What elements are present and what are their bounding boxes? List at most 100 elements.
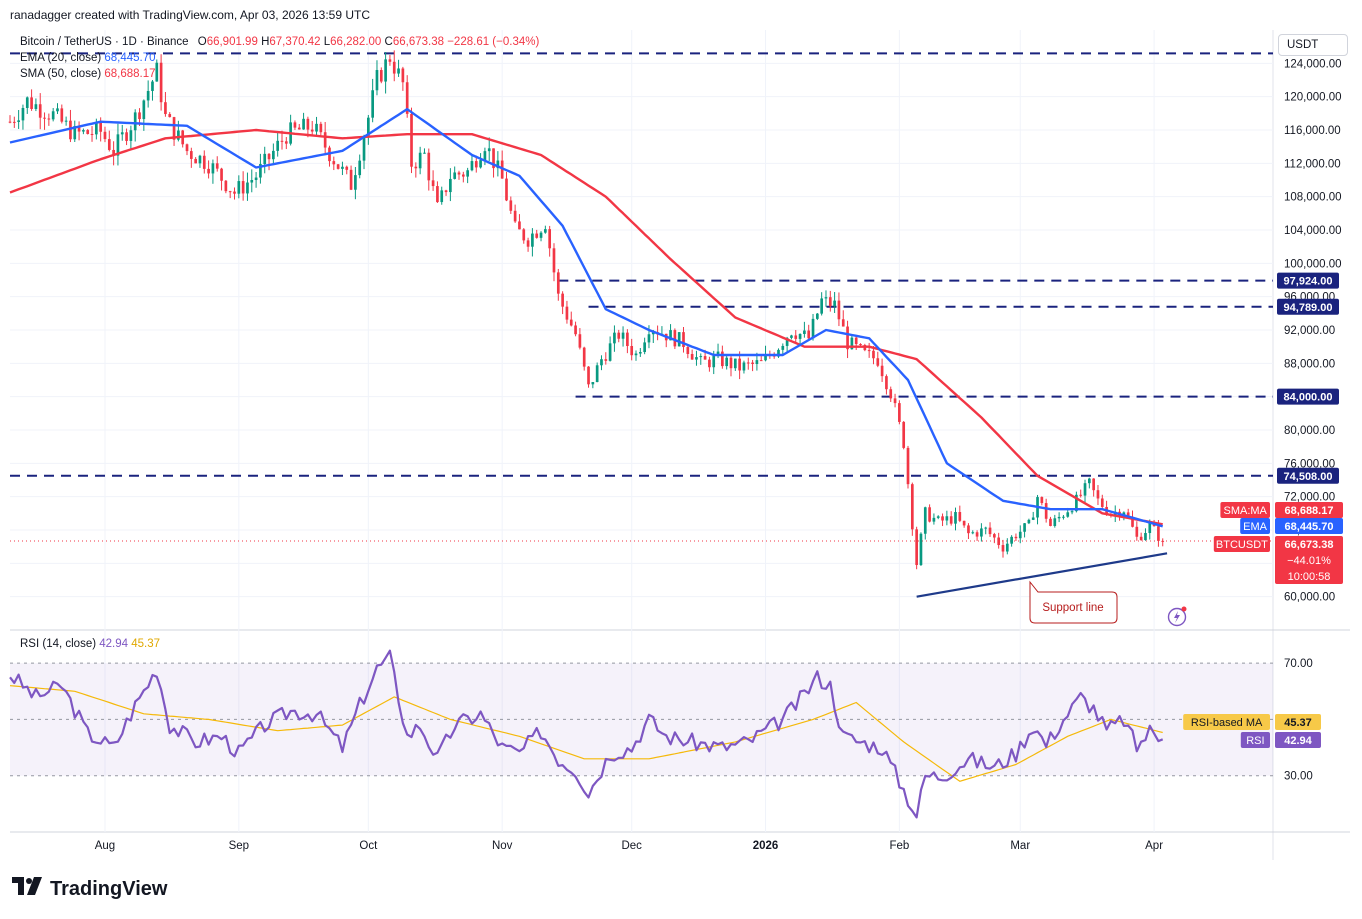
candle-body <box>535 233 539 238</box>
time-tick-label: Nov <box>492 840 513 852</box>
candle-body <box>1044 503 1048 519</box>
candle-body <box>310 129 314 132</box>
candle-body <box>272 150 275 160</box>
candle-body <box>69 120 72 140</box>
candle-body <box>651 332 655 335</box>
candle-body <box>816 313 819 319</box>
candle-body <box>807 330 811 339</box>
candle-body <box>591 382 595 385</box>
price-badge-extra: 10:00:58 <box>1288 571 1331 583</box>
candle-body <box>729 357 733 369</box>
price-tick-label: 112,000.00 <box>1284 158 1341 170</box>
candle-body <box>971 532 975 534</box>
candle-body <box>1079 494 1083 496</box>
candle-body <box>17 120 20 122</box>
candle-body <box>958 512 962 521</box>
candle-body <box>401 68 405 83</box>
candle-body <box>483 151 487 161</box>
candle-body <box>1057 516 1061 519</box>
candle-body <box>280 140 284 142</box>
price-badges: 97,924.00 94,789.00 84,000.00 74,508.00 SMA:… <box>1183 272 1343 748</box>
candle-body <box>746 362 750 364</box>
candle-body <box>138 112 141 120</box>
candle-body <box>509 200 513 211</box>
candle-body <box>431 180 435 187</box>
price-grid <box>10 30 1350 860</box>
tradingview-logo[interactable]: TradingView <box>12 877 167 901</box>
candle-body <box>436 186 439 203</box>
ohlc-close: 66,673.38 <box>392 36 445 48</box>
candle-body <box>440 190 444 203</box>
candle-body <box>764 354 767 361</box>
price-tick-label: 72,000.00 <box>1284 492 1335 504</box>
candle-body <box>613 332 616 344</box>
candle-body <box>375 70 379 91</box>
price-badge-tag <box>1220 502 1270 518</box>
symbol-title: Bitcoin / TetherUS · 1D · Binance <box>20 36 189 48</box>
candle-body <box>1131 516 1134 527</box>
candle-body <box>643 342 646 353</box>
rsi-badge-value-box <box>1275 732 1321 748</box>
candle-body <box>1001 545 1005 552</box>
candle-body <box>159 62 163 103</box>
candle-body <box>151 81 154 91</box>
candle-body <box>1010 536 1013 544</box>
candles <box>8 50 1165 570</box>
candle-body <box>103 131 107 140</box>
level-badge <box>1277 272 1339 289</box>
candle-body <box>1040 497 1044 504</box>
sma-legend: SMA (50, close) 68,688.17 <box>20 68 156 80</box>
candle-body <box>1027 519 1031 524</box>
candle-body <box>120 132 124 135</box>
candle-body <box>1161 540 1165 542</box>
price-tick-label: 80,000.00 <box>1284 425 1335 437</box>
lightning-icon[interactable] <box>1167 606 1187 627</box>
price-tick-label: 120,000.00 <box>1284 92 1342 104</box>
candle-body <box>146 90 150 101</box>
candle-body <box>129 130 133 141</box>
candle-body <box>949 516 953 524</box>
time-tick-label: Feb <box>889 840 909 852</box>
candle-body <box>492 148 495 169</box>
candle-body <box>854 337 858 345</box>
rsi-legend-label: RSI (14, close) <box>20 638 97 650</box>
rsi-badge-value-box <box>1275 714 1321 730</box>
candle-body <box>880 365 884 377</box>
candle-body <box>781 345 785 350</box>
candle-body <box>539 232 543 238</box>
candle-body <box>742 362 746 371</box>
rsi-grid <box>10 662 1273 777</box>
rsi-tick-label: 70.00 <box>1284 658 1313 670</box>
candle-body <box>297 127 301 130</box>
candle-body <box>95 122 98 135</box>
candle-body <box>250 180 254 183</box>
time-tick-label: 2026 <box>753 840 779 852</box>
candle-body <box>1070 511 1074 513</box>
ema-legend: EMA (20, close) 68,445.70 <box>20 52 156 64</box>
candle-body <box>556 272 560 294</box>
candle-body <box>885 376 888 390</box>
candle-body <box>850 337 854 350</box>
candle-body <box>168 114 172 118</box>
candle-body <box>319 123 323 133</box>
candle-body <box>207 168 210 174</box>
candle-body <box>595 365 599 383</box>
level-badge-label: 94,789.00 <box>1284 302 1333 314</box>
candle-body <box>457 172 461 175</box>
currency-button[interactable]: USDT <box>1278 34 1348 56</box>
candle-body <box>362 137 366 161</box>
candle-body <box>427 152 431 181</box>
candle-body <box>133 112 137 131</box>
rsi-lines <box>9 649 1164 819</box>
candle-body <box>43 117 46 119</box>
candle-body <box>284 141 288 144</box>
candle-body <box>928 507 931 522</box>
candle-body <box>215 163 219 169</box>
ohlc-high: 67,370.42 <box>269 36 321 48</box>
candle-body <box>872 350 875 359</box>
moving-averages <box>9 108 1164 528</box>
candle-body <box>1083 483 1087 496</box>
candle-body <box>164 102 167 115</box>
ohlc-open-label: O <box>197 36 207 48</box>
